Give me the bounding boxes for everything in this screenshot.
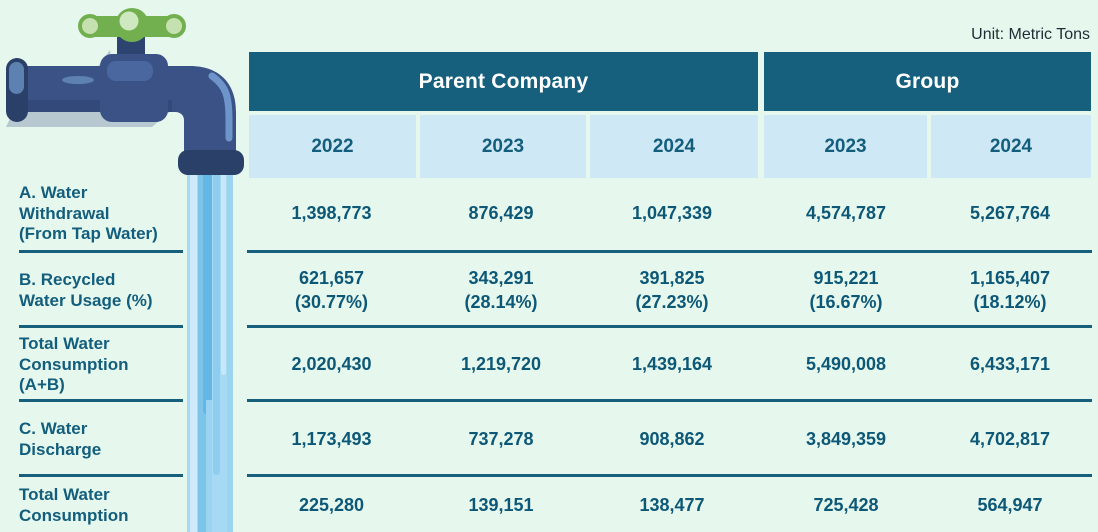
table-row-recycled-water: B. Recycled Water Usage (%) 621,657 (30.… bbox=[0, 256, 1098, 328]
table-row-water-withdrawal: A. Water Withdrawal (From Tap Water) 1,3… bbox=[0, 178, 1098, 253]
data-cell: 1,047,339 bbox=[631, 203, 713, 224]
unit-label: Unit: Metric Tons bbox=[971, 26, 1090, 43]
data-cell: 621,657 (30.77%) bbox=[294, 267, 369, 312]
data-cell: 225,280 bbox=[298, 495, 365, 516]
data-cell: 138,477 bbox=[639, 495, 705, 516]
year-header-group-2023: 2023 bbox=[764, 115, 927, 178]
data-cell: 5,490,008 bbox=[805, 354, 887, 375]
data-cell: 1,165,407 (18.12%) bbox=[969, 267, 1051, 312]
row-label: Total Water Consumption (A+B) bbox=[19, 331, 183, 402]
year-header-parent-2023: 2023 bbox=[420, 115, 586, 178]
data-cell: 737,278 bbox=[468, 428, 534, 449]
data-cell: 391,825 (27.23%) bbox=[635, 267, 709, 312]
table-row-total-consumption-bottom: Total Water Consumption 225,280 139,151 … bbox=[0, 480, 1098, 532]
year-header-parent-2022: 2022 bbox=[249, 115, 416, 178]
data-cell: 4,702,817 bbox=[969, 428, 1051, 449]
data-cell: 139,151 bbox=[468, 495, 534, 516]
row-label: C. Water Discharge bbox=[19, 405, 183, 477]
data-cell: 4,574,787 bbox=[805, 203, 887, 224]
row-label: Total Water Consumption bbox=[19, 485, 129, 525]
faucet-water-illustration bbox=[0, 0, 250, 532]
data-cell: 1,219,720 bbox=[460, 354, 542, 375]
year-header-group-2024: 2024 bbox=[931, 115, 1091, 178]
data-cell: 725,428 bbox=[813, 495, 879, 516]
data-cell: 3,849,359 bbox=[805, 428, 887, 449]
data-cell: 1,173,493 bbox=[291, 428, 372, 449]
data-cell: 6,433,171 bbox=[969, 354, 1051, 375]
data-cell: 343,291 (28.14%) bbox=[464, 267, 538, 312]
year-header-parent-2024: 2024 bbox=[590, 115, 758, 178]
faucet-handle-icon bbox=[78, 8, 186, 42]
data-cell: 1,398,773 bbox=[291, 203, 372, 224]
row-label: A. Water Withdrawal (From Tap Water) bbox=[19, 178, 183, 253]
parent-company-header: Parent Company bbox=[249, 52, 758, 111]
data-cell: 2,020,430 bbox=[291, 354, 372, 375]
table-row-water-discharge: C. Water Discharge 1,173,493 737,278 908… bbox=[0, 405, 1098, 477]
water-faucet-icon bbox=[6, 8, 244, 532]
data-cell: 564,947 bbox=[977, 495, 1043, 516]
data-cell: 876,429 bbox=[468, 203, 534, 224]
row-label: B. Recycled Water Usage (%) bbox=[19, 256, 183, 328]
data-cell: 5,267,764 bbox=[969, 203, 1051, 224]
table-row-total-consumption-ab: Total Water Consumption (A+B) 2,020,430 … bbox=[0, 331, 1098, 402]
data-cell: 1,439,164 bbox=[631, 354, 713, 375]
data-cell: 915,221 (16.67%) bbox=[809, 267, 883, 312]
group-header: Group bbox=[764, 52, 1091, 111]
water-stream-icon bbox=[187, 165, 233, 532]
data-cell: 908,862 bbox=[639, 428, 705, 449]
